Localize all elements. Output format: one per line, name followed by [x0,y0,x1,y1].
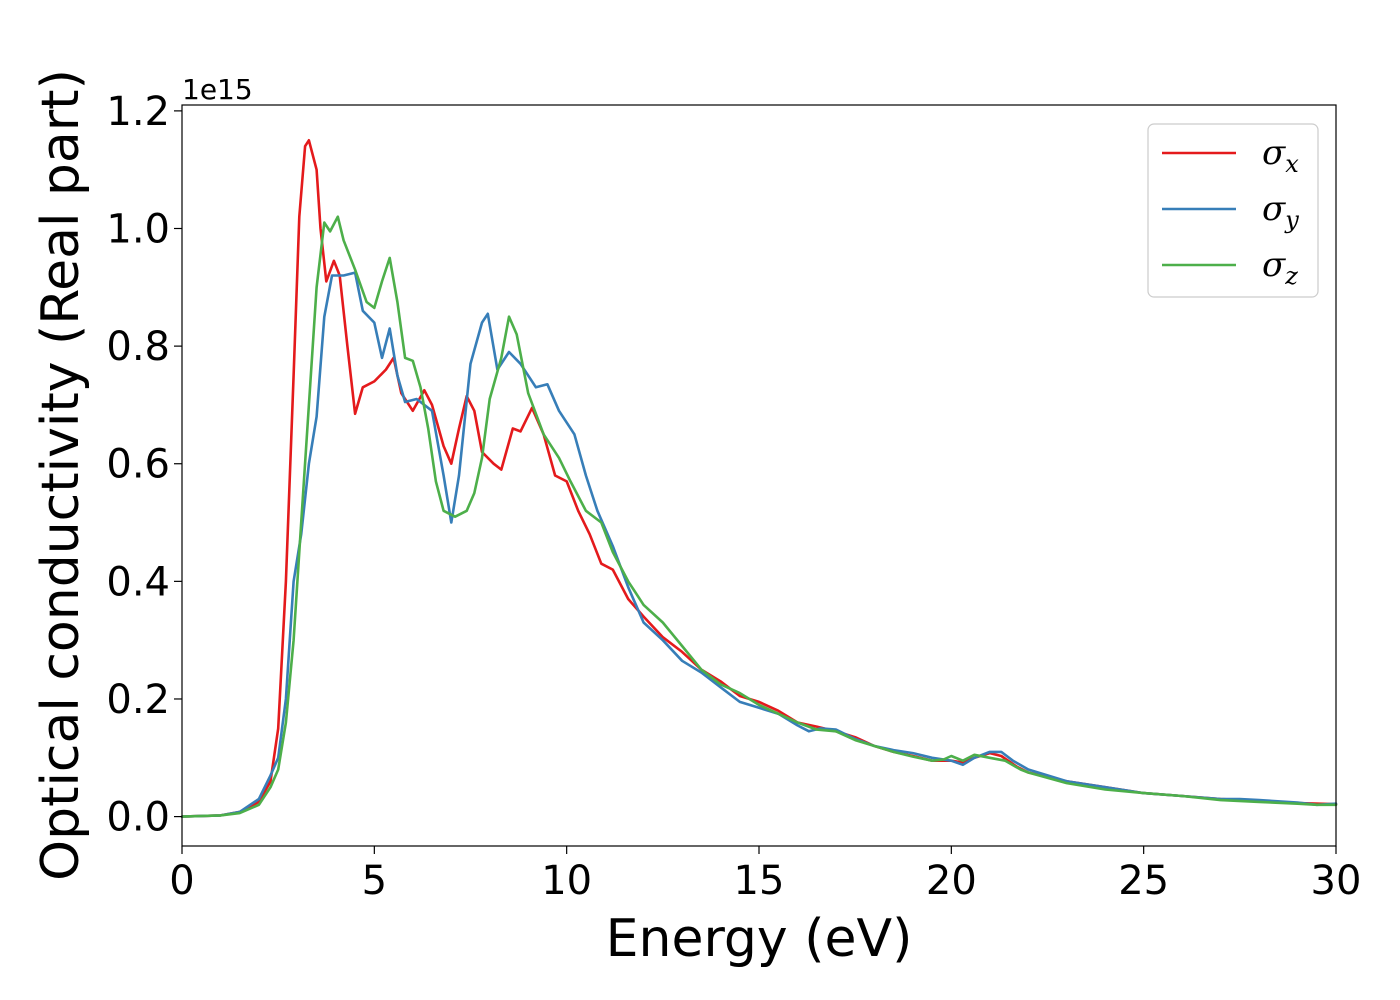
x-tick-label: 5 [362,858,387,904]
x-tick-label: 20 [926,858,977,904]
y-tick-label: 0.4 [106,559,170,605]
y-tick-label: 0.8 [106,324,170,370]
x-tick-label: 25 [1118,858,1169,904]
legend-label-x: σx [1262,133,1299,178]
legend-label-z: σz [1262,245,1298,290]
x-axis-ticks: 0 5 10 15 20 25 30 [169,846,1361,904]
y-tick-label: 0.2 [106,677,170,723]
y-tick-label: 0.6 [106,442,170,488]
legend-label-y: σy [1262,189,1299,234]
x-tick-label: 10 [541,858,592,904]
series-line-z [180,215,1338,818]
y-offset-label: 1e15 [182,73,253,106]
y-tick-label: 0.0 [106,795,170,841]
series-layer [180,139,1338,818]
x-axis-label: Energy (eV) [606,909,913,969]
x-tick-label: 15 [734,858,785,904]
legend: σx σy σz [1147,123,1319,298]
y-axis-ticks: 0.0 0.2 0.4 0.6 0.8 1.0 1.2 [106,89,182,841]
legend-entries: σx σy σz [1162,133,1299,290]
y-tick-label: 1.2 [106,89,170,135]
y-tick-label: 1.0 [106,207,170,253]
x-tick-label: 30 [1311,858,1362,904]
y-axis-label: Optical conductivity (Real part) [31,69,91,881]
series-line-y [180,271,1338,818]
x-tick-label: 0 [169,858,194,904]
legend-box [1147,123,1319,298]
